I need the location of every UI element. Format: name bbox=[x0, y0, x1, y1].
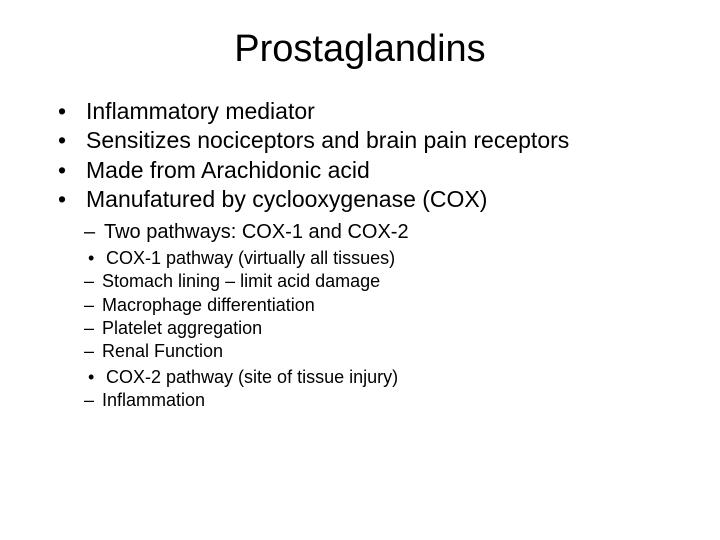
bullet-list-level1: Inflammatory mediator Sensitizes nocicep… bbox=[58, 97, 672, 215]
list-item: Inflammation bbox=[84, 389, 672, 412]
bullet-list-level3: COX-2 pathway (site of tissue injury) bbox=[88, 366, 672, 389]
bullet-list-level2: Two pathways: COX-1 and COX-2 bbox=[84, 219, 672, 245]
list-item: Sensitizes nociceptors and brain pain re… bbox=[58, 126, 672, 155]
slide: Prostaglandins Inflammatory mediator Sen… bbox=[0, 0, 720, 540]
list-item: Stomach lining – limit acid damage bbox=[84, 270, 672, 293]
list-item: Two pathways: COX-1 and COX-2 bbox=[84, 219, 672, 245]
list-item: Inflammatory mediator bbox=[58, 97, 672, 126]
bullet-list-level4: Stomach lining – limit acid damage Macro… bbox=[84, 270, 672, 364]
slide-title: Prostaglandins bbox=[48, 28, 672, 71]
list-item: Manufatured by cyclooxygenase (COX) bbox=[58, 185, 672, 214]
list-item: Macrophage differentiation bbox=[84, 294, 672, 317]
bullet-list-level3: COX-1 pathway (virtually all tissues) bbox=[88, 247, 672, 270]
list-item: Renal Function bbox=[84, 340, 672, 363]
list-item: Platelet aggregation bbox=[84, 317, 672, 340]
bullet-list-level4: Inflammation bbox=[84, 389, 672, 412]
list-item: COX-1 pathway (virtually all tissues) bbox=[88, 247, 672, 270]
list-item: Made from Arachidonic acid bbox=[58, 156, 672, 185]
list-item: COX-2 pathway (site of tissue injury) bbox=[88, 366, 672, 389]
